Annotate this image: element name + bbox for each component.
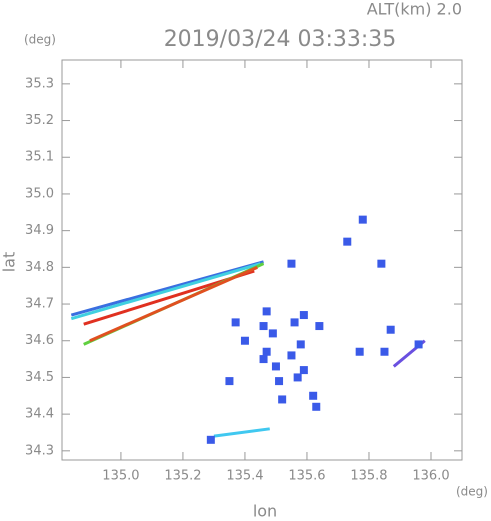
- y-tick-label: 34.5: [25, 370, 54, 385]
- x-unit: (deg): [456, 485, 488, 499]
- x-tick-label: 135.4: [226, 469, 263, 484]
- echo-cell: [296, 340, 305, 349]
- echo-cell: [275, 377, 284, 386]
- chart-title: 2019/03/24 03:33:35: [164, 27, 397, 52]
- plot-frame: [61, 59, 463, 461]
- x-tick-label: 135.8: [350, 469, 387, 484]
- echo-cell: [225, 377, 234, 386]
- echo-cell: [315, 322, 324, 331]
- echo-cell: [271, 362, 280, 371]
- echo-streak: [213, 427, 270, 438]
- echo-cell: [262, 307, 271, 316]
- echo-cell: [240, 336, 249, 345]
- echo-cell: [355, 347, 364, 356]
- y-unit: (deg): [24, 33, 56, 47]
- y-tick-label: 34.4: [25, 407, 54, 422]
- plot-area: [70, 215, 426, 444]
- echo-cell: [343, 237, 352, 246]
- echo-cell: [287, 351, 296, 360]
- echo-cell: [259, 322, 268, 331]
- echo-cell: [287, 259, 296, 268]
- x-tick-label: 135.2: [164, 469, 201, 484]
- echo-cell: [358, 215, 367, 224]
- y-tick-label: 35.1: [25, 150, 54, 165]
- echo-cell: [299, 366, 308, 375]
- y-tick-label: 34.3: [25, 443, 54, 458]
- echo-streak: [89, 265, 258, 343]
- echo-cell: [290, 318, 299, 327]
- echo-cell: [268, 329, 277, 338]
- x-tick-label: 135.0: [102, 469, 139, 484]
- echo-cell: [278, 395, 287, 404]
- x-tick-label: 136.0: [412, 469, 449, 484]
- echo-cell: [231, 318, 240, 327]
- echo-cell: [293, 373, 302, 382]
- echo-cell: [309, 391, 318, 400]
- echo-cell: [414, 340, 423, 349]
- x-tick-label: 135.6: [288, 469, 325, 484]
- y-tick-label: 35.0: [25, 186, 54, 201]
- y-axis-label: lat: [0, 252, 19, 273]
- echo-streak: [70, 262, 261, 321]
- echo-cell: [206, 435, 215, 444]
- echo-cell: [299, 311, 308, 320]
- y-tick-label: 34.9: [25, 223, 54, 238]
- echo-cell: [377, 259, 386, 268]
- x-axis-label: lon: [253, 502, 277, 521]
- y-tick-label: 35.2: [25, 113, 54, 128]
- echo-cell: [262, 347, 271, 356]
- y-tick-label: 34.7: [25, 297, 54, 312]
- echo-cell: [259, 355, 268, 364]
- y-tick-label: 34.8: [25, 260, 54, 275]
- echo-cell: [312, 402, 321, 411]
- echo-cell: [380, 347, 389, 356]
- y-tick-label: 34.6: [25, 333, 54, 348]
- y-tick-label: 35.3: [25, 76, 54, 91]
- subtitle: ALT(km) 2.0: [367, 0, 462, 19]
- echo-cell: [386, 325, 395, 334]
